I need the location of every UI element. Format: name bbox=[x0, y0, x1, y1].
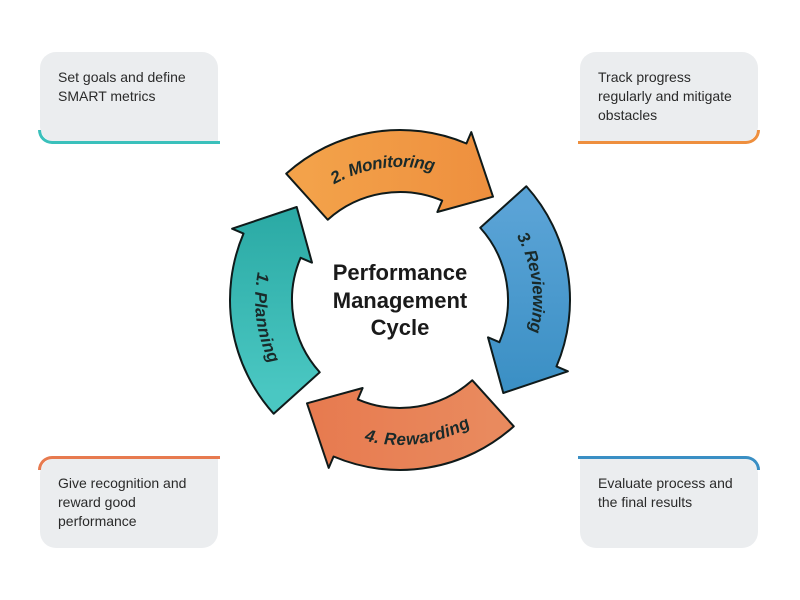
callout-accent bbox=[38, 456, 220, 470]
cycle-title-line2: Management bbox=[333, 287, 467, 312]
callout-text: Set goals and define SMART metrics bbox=[58, 69, 186, 104]
callout-monitoring: Track progress regularly and mitigate ob… bbox=[580, 52, 758, 142]
callout-accent bbox=[578, 456, 760, 470]
cycle-segment-planning bbox=[230, 207, 320, 414]
callout-planning: Set goals and define SMART metrics bbox=[40, 52, 218, 142]
callout-accent bbox=[38, 130, 220, 144]
callout-text: Track progress regularly and mitigate ob… bbox=[598, 69, 732, 123]
cycle-diagram: 1. Planning2. Monitoring3. Reviewing4. R… bbox=[210, 110, 590, 490]
cycle-segment-reviewing bbox=[480, 186, 570, 393]
callout-reviewing: Evaluate process and the final results bbox=[580, 458, 758, 548]
cycle-title-line1: Performance bbox=[333, 260, 468, 285]
callout-accent bbox=[578, 130, 760, 144]
callout-text: Give recognition and reward good perform… bbox=[58, 475, 186, 529]
cycle-segment-monitoring bbox=[286, 130, 493, 220]
callout-rewarding: Give recognition and reward good perform… bbox=[40, 458, 218, 548]
cycle-segment-rewarding bbox=[307, 380, 514, 470]
cycle-title-line3: Cycle bbox=[371, 315, 430, 340]
cycle-center-title: Performance Management Cycle bbox=[310, 259, 490, 342]
callout-text: Evaluate process and the final results bbox=[598, 475, 733, 510]
